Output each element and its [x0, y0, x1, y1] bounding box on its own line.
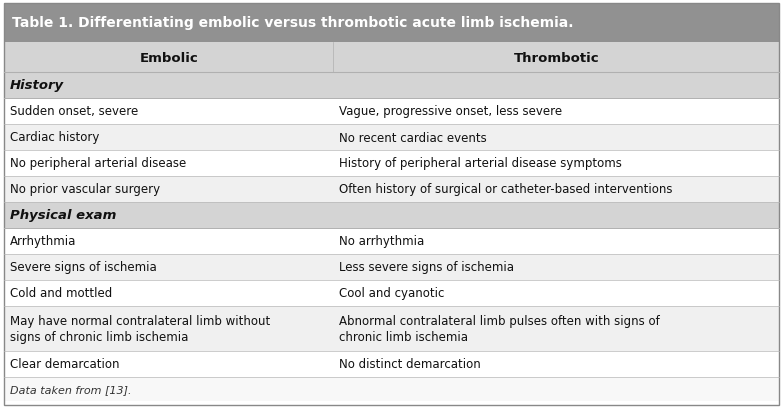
- Text: No peripheral arterial disease: No peripheral arterial disease: [10, 157, 186, 170]
- Text: Sudden onset, severe: Sudden onset, severe: [10, 105, 139, 118]
- Text: Severe signs of ischemia: Severe signs of ischemia: [10, 261, 157, 274]
- Text: History of peripheral arterial disease symptoms: History of peripheral arterial disease s…: [339, 157, 622, 170]
- Text: Cold and mottled: Cold and mottled: [10, 287, 112, 300]
- Text: Table 1. Differentiating embolic versus thrombotic acute limb ischemia.: Table 1. Differentiating embolic versus …: [12, 16, 573, 30]
- Text: Embolic: Embolic: [139, 52, 198, 64]
- Text: Often history of surgical or catheter-based interventions: Often history of surgical or catheter-ba…: [339, 183, 673, 196]
- Text: Less severe signs of ischemia: Less severe signs of ischemia: [339, 261, 514, 274]
- Bar: [4, 73, 779, 99]
- Text: Data taken from [13].: Data taken from [13].: [10, 384, 132, 394]
- Text: Cool and cyanotic: Cool and cyanotic: [339, 287, 445, 300]
- Bar: [4, 306, 779, 351]
- Bar: [4, 351, 779, 377]
- Text: Physical exam: Physical exam: [10, 209, 117, 222]
- Bar: [4, 280, 779, 306]
- Bar: [4, 43, 779, 73]
- Bar: [4, 151, 779, 177]
- Text: Thrombotic: Thrombotic: [514, 52, 599, 64]
- Bar: [4, 177, 779, 202]
- Text: Arrhythmia: Arrhythmia: [10, 235, 77, 248]
- Text: May have normal contralateral limb without
signs of chronic limb ischemia: May have normal contralateral limb witho…: [10, 314, 270, 343]
- Bar: [4, 4, 779, 43]
- Text: No distinct demarcation: No distinct demarcation: [339, 357, 481, 371]
- Bar: [4, 377, 779, 401]
- Text: No prior vascular surgery: No prior vascular surgery: [10, 183, 161, 196]
- Text: History: History: [10, 79, 64, 92]
- Text: Abnormal contralateral limb pulses often with signs of
chronic limb ischemia: Abnormal contralateral limb pulses often…: [339, 314, 660, 343]
- Bar: [4, 254, 779, 280]
- Text: No recent cardiac events: No recent cardiac events: [339, 131, 487, 144]
- Bar: [4, 99, 779, 125]
- Text: Cardiac history: Cardiac history: [10, 131, 99, 144]
- Bar: [4, 202, 779, 229]
- Bar: [4, 229, 779, 254]
- Text: Vague, progressive onset, less severe: Vague, progressive onset, less severe: [339, 105, 562, 118]
- Text: No arrhythmia: No arrhythmia: [339, 235, 424, 248]
- Text: Clear demarcation: Clear demarcation: [10, 357, 120, 371]
- Bar: [4, 125, 779, 151]
